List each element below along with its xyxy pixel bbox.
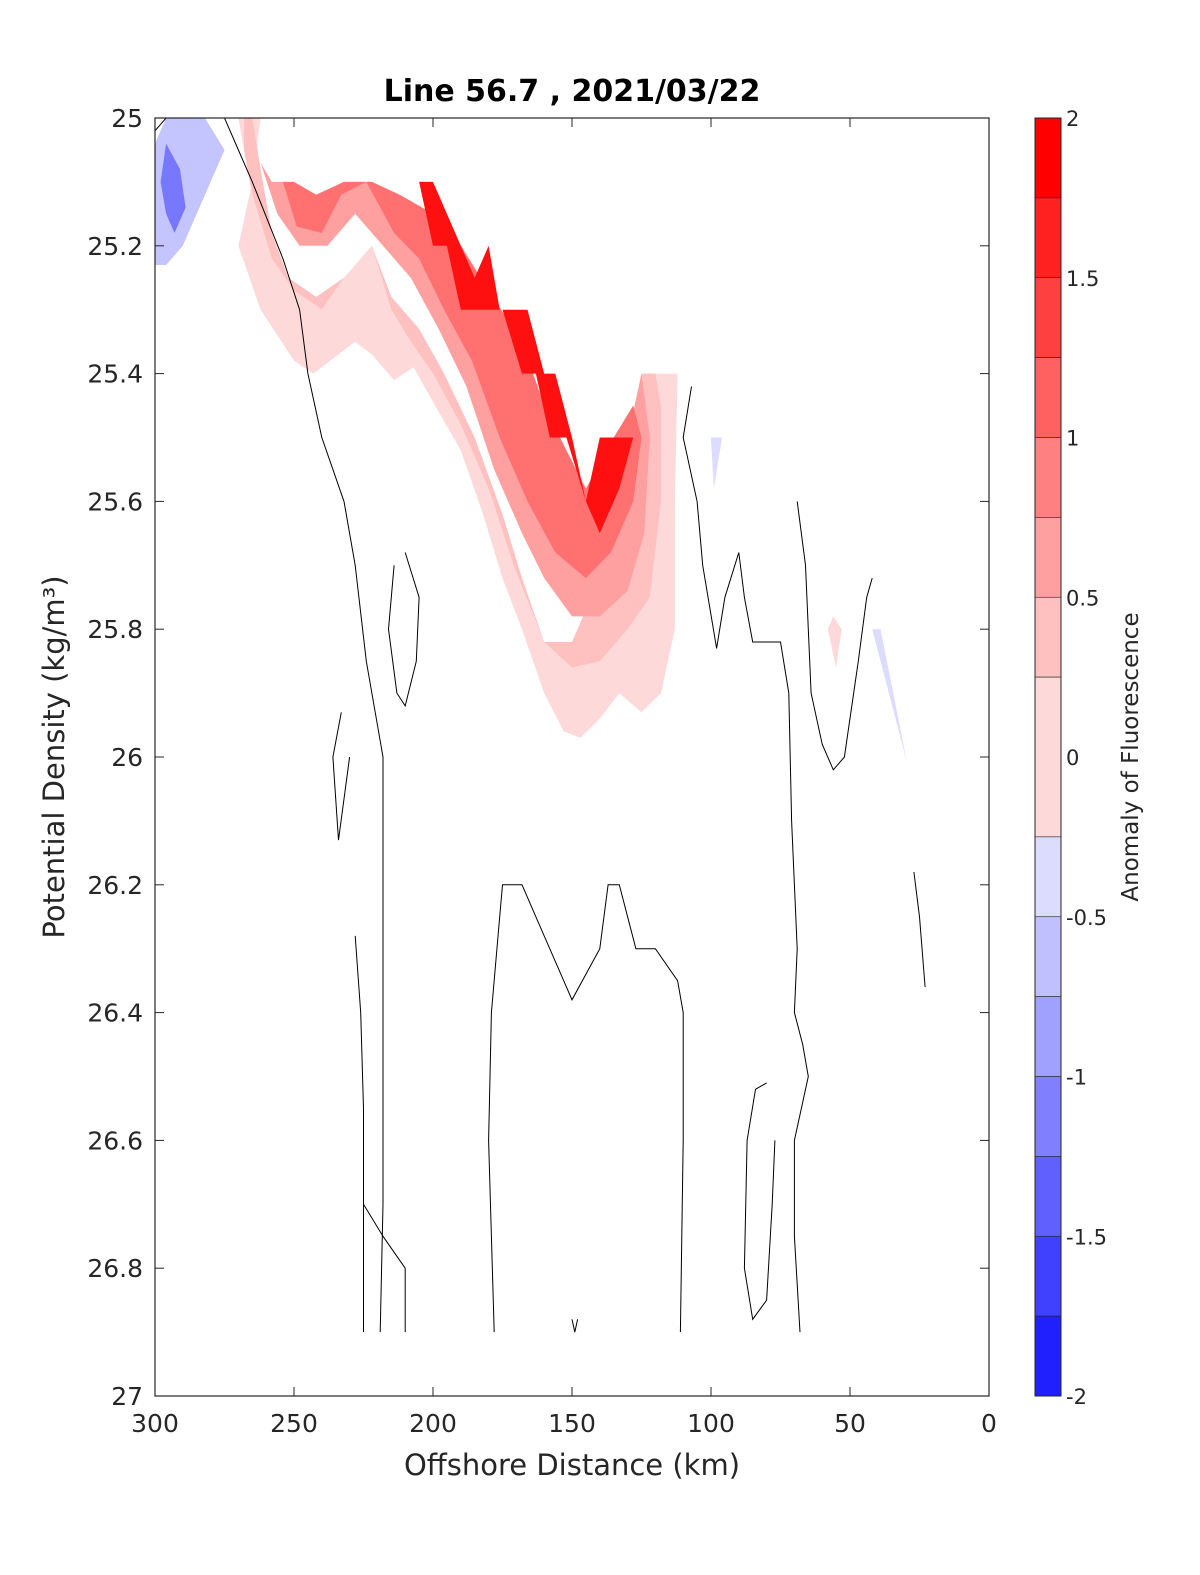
x-tick-labels: 300 250 200 150 100 50 0 (131, 1409, 997, 1438)
contour-region-3 (282, 181, 642, 579)
colorbar-segment (1034, 1156, 1062, 1237)
colorbar-segment (1034, 517, 1062, 598)
colorbar-tick-label: 0 (1066, 746, 1079, 770)
zero-contour-line-9 (913, 871, 926, 988)
zero-contour-line-6 (682, 386, 809, 1333)
contour-region-1 (244, 118, 661, 668)
x-tick-label: 150 (548, 1409, 596, 1438)
zero-contour-lines (155, 118, 926, 1333)
chart-title: Line 56.7 , 2021/03/22 (384, 74, 761, 109)
colorbar-segment (1034, 836, 1062, 918)
colorbar-segment (1034, 197, 1062, 279)
contour-region-0 (238, 118, 678, 738)
filled-contour-regions (155, 118, 909, 770)
zero-contour-line-3 (354, 935, 364, 1333)
zero-contour-line-4 (363, 1204, 406, 1333)
contour-region-4 (419, 181, 634, 534)
colorbar-tick-label: -1.5 (1066, 1225, 1107, 1249)
colorbar-segment (1034, 996, 1062, 1077)
colorbar-segment (1034, 437, 1062, 518)
y-tick-label: 25.6 (87, 487, 143, 516)
y-tick-label: 26.6 (87, 1126, 143, 1155)
colorbar-segment (1034, 277, 1062, 358)
contour-region-9 (827, 616, 842, 668)
y-tick-label: 25.2 (87, 232, 143, 261)
colorbar-tick-label: -0.5 (1066, 906, 1107, 930)
colorbar-tick-label: 1 (1066, 427, 1079, 451)
x-tick-label: 0 (981, 1409, 997, 1438)
colorbar-tick-label: 1.5 (1066, 267, 1099, 291)
x-tick-label: 300 (131, 1409, 179, 1438)
y-tick-label: 27 (111, 1382, 143, 1411)
colorbar-segment (1034, 596, 1062, 678)
plot-frame (154, 117, 990, 1397)
contour-region-5 (155, 118, 225, 265)
y-tick-label: 26.4 (87, 999, 143, 1028)
colorbar-segment (1034, 1235, 1062, 1317)
x-tick-label: 250 (270, 1409, 318, 1438)
zero-contour-line-5 (488, 884, 684, 1333)
zero-contour-line-1 (387, 552, 420, 708)
contour-region-7 (711, 437, 723, 489)
y-tick-label: 26.2 (87, 871, 143, 900)
colorbar-tick-label: -1 (1066, 1066, 1087, 1090)
y-tick-labels: 25 25.2 25.4 25.6 25.8 26 26.2 26.4 26.6 26.8 27 (87, 104, 143, 1411)
colorbar: 2 1.5 1 0.5 0 -0.5 -1 -1.5 -2 (1034, 107, 1107, 1409)
y-tick-label: 26.8 (87, 1254, 143, 1283)
colorbar-segment (1034, 117, 1062, 199)
colorbar-segment (1034, 676, 1062, 838)
colorbar-segment (1034, 357, 1062, 438)
colorbar-frame (1034, 117, 1062, 1397)
x-axis-label: Offshore Distance (km) (404, 1448, 740, 1482)
colorbar-segment (1034, 1315, 1062, 1397)
zero-contour-line-8 (796, 501, 873, 771)
x-tick-label: 200 (409, 1409, 457, 1438)
plot-area (154, 117, 990, 1397)
colorbar-segment (1034, 916, 1062, 997)
zero-contour-line-0 (224, 118, 384, 1333)
colorbar-segment (1034, 1076, 1062, 1157)
y-tick-label: 25.4 (87, 360, 143, 389)
zero-contour-line-7 (743, 1082, 776, 1321)
y-tick-label: 25 (111, 104, 143, 133)
colorbar-tick-label: -2 (1066, 1385, 1087, 1409)
colorbar-label: Anomaly of Fluorescence (1118, 612, 1144, 901)
x-tick-label: 100 (687, 1409, 735, 1438)
colorbar-tick-label: 0.5 (1066, 586, 1099, 610)
contour-region-6 (160, 143, 186, 233)
zero-contour-line-11 (155, 118, 167, 132)
y-tick-label: 26 (111, 743, 143, 772)
zero-contour-line-2 (332, 712, 351, 841)
x-tick-label: 50 (834, 1409, 866, 1438)
y-tick-label: 25.8 (87, 615, 143, 644)
colorbar-tick-label: 2 (1066, 107, 1079, 131)
y-axis-label: Potential Density (kg/m³) (37, 575, 71, 938)
zero-contour-line-10 (571, 1319, 579, 1333)
